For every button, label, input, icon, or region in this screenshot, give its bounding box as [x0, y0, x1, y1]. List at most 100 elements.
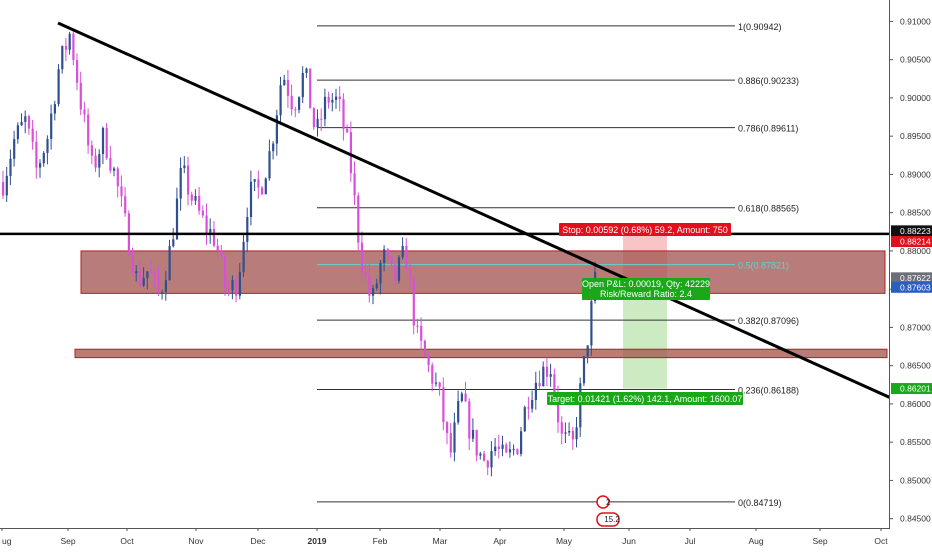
marker-circle[interactable] — [596, 495, 610, 509]
candle-body[interactable] — [238, 271, 241, 296]
candle-body[interactable] — [312, 108, 315, 128]
candle-body[interactable] — [20, 121, 23, 126]
candle-body[interactable] — [423, 340, 426, 356]
candle-body[interactable] — [549, 374, 552, 377]
candle-body[interactable] — [490, 451, 493, 468]
candle-body[interactable] — [120, 186, 123, 197]
candle-body[interactable] — [446, 422, 449, 434]
candle-body[interactable] — [479, 453, 482, 456]
candle-body[interactable] — [35, 141, 38, 168]
candle-body[interactable] — [39, 163, 42, 168]
trendline[interactable] — [57, 21, 900, 403]
candle-body[interactable] — [471, 430, 475, 439]
candle-body[interactable] — [364, 271, 367, 275]
candle-body[interactable] — [375, 283, 378, 289]
candle-body[interactable] — [53, 104, 56, 114]
candle-body[interactable] — [5, 175, 8, 196]
candle-body[interactable] — [394, 264, 397, 281]
candle-body[interactable] — [283, 79, 286, 86]
candle-body[interactable] — [353, 173, 356, 196]
candle-body[interactable] — [242, 241, 245, 272]
candle-body[interactable] — [90, 145, 93, 156]
candle-body[interactable] — [261, 187, 264, 195]
candle-body[interactable] — [501, 444, 504, 449]
candle-body[interactable] — [246, 217, 249, 242]
candle-body[interactable] — [231, 279, 234, 291]
lower-zone[interactable] — [74, 348, 888, 359]
candle-body[interactable] — [209, 229, 212, 233]
candle-body[interactable] — [46, 138, 49, 153]
candle-body[interactable] — [568, 430, 571, 433]
price-tag[interactable]: 0.88214 — [891, 236, 932, 248]
candle-body[interactable] — [309, 68, 312, 109]
candle-body[interactable] — [434, 382, 438, 384]
candle-body[interactable] — [557, 396, 560, 423]
candle-body[interactable] — [527, 407, 530, 409]
candle-body[interactable] — [235, 279, 238, 296]
candle-body[interactable] — [76, 60, 79, 83]
candle-body[interactable] — [586, 345, 589, 357]
price-tag[interactable]: 0.87603 — [891, 281, 932, 293]
candle-body[interactable] — [24, 116, 27, 122]
candle-body[interactable] — [338, 96, 341, 100]
candle-body[interactable] — [427, 355, 430, 366]
candle-body[interactable] — [161, 292, 164, 294]
candle-body[interactable] — [468, 401, 471, 439]
candle-body[interactable] — [253, 179, 256, 182]
candle-body[interactable] — [113, 168, 116, 171]
candle-body[interactable] — [272, 143, 275, 152]
candle-body[interactable] — [538, 382, 541, 387]
candle-body[interactable] — [68, 33, 71, 50]
candle-body[interactable] — [109, 157, 112, 171]
candle-body[interactable] — [457, 401, 460, 423]
candle-body[interactable] — [397, 257, 401, 281]
candle-body[interactable] — [545, 366, 549, 377]
candle-body[interactable] — [57, 69, 60, 105]
candle-body[interactable] — [13, 139, 16, 159]
candle-body[interactable] — [520, 431, 523, 454]
candle-body[interactable] — [560, 422, 563, 434]
candle-body[interactable] — [124, 196, 127, 214]
candle-body[interactable] — [405, 245, 408, 271]
candle-body[interactable] — [438, 382, 441, 388]
candle-body[interactable] — [268, 151, 271, 179]
candle-body[interactable] — [316, 118, 319, 128]
candle-body[interactable] — [264, 178, 267, 195]
candle-body[interactable] — [190, 194, 193, 201]
candle-body[interactable] — [357, 195, 360, 243]
candle-body[interactable] — [409, 270, 412, 280]
candle-body[interactable] — [301, 73, 304, 98]
candle-body[interactable] — [523, 407, 526, 432]
candle-body[interactable] — [575, 427, 578, 440]
candle-body[interactable] — [42, 152, 45, 164]
candle-body[interactable] — [386, 249, 389, 257]
candle-body[interactable] — [335, 96, 338, 100]
candle-body[interactable] — [101, 127, 105, 155]
pnl-label[interactable]: Open P&L: 0.00019, Qty: 42229Risk/Reward… — [582, 278, 710, 300]
candle-body[interactable] — [286, 79, 290, 96]
candle-body[interactable] — [579, 383, 582, 428]
candle-body[interactable] — [531, 400, 534, 409]
candle-body[interactable] — [449, 433, 452, 453]
candle-body[interactable] — [2, 182, 5, 196]
candle-body[interactable] — [150, 271, 153, 274]
candle-body[interactable] — [483, 453, 486, 461]
candle-body[interactable] — [168, 246, 171, 281]
candle-body[interactable] — [564, 432, 567, 434]
candle-body[interactable] — [31, 128, 34, 142]
candle-body[interactable] — [542, 366, 545, 387]
candle-body[interactable] — [582, 356, 586, 384]
candle-body[interactable] — [87, 114, 90, 146]
candle-body[interactable] — [194, 195, 197, 201]
candle-body[interactable] — [61, 46, 64, 70]
candle-body[interactable] — [383, 249, 386, 263]
candle-body[interactable] — [224, 256, 227, 288]
candle-body[interactable] — [534, 382, 537, 401]
candle-body[interactable] — [497, 446, 500, 449]
candle-body[interactable] — [9, 158, 12, 176]
candle-body[interactable] — [64, 46, 68, 50]
candle-body[interactable] — [183, 165, 186, 168]
candle-body[interactable] — [257, 179, 260, 188]
candle-body[interactable] — [201, 210, 204, 216]
candle-body[interactable] — [464, 393, 467, 402]
